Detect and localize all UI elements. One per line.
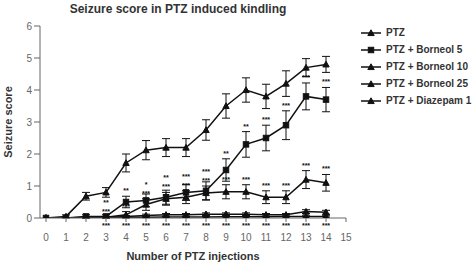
svg-text:5: 5 [26,53,32,64]
svg-text:8: 8 [203,232,209,243]
svg-text:2: 2 [26,149,32,160]
svg-text:***: *** [262,116,270,123]
svg-text:**: ** [123,187,129,194]
html-text:PTZ + Borneol 5: PTZ + Borneol 5 [386,44,463,55]
svg-text:***: *** [182,182,190,189]
svg-text:***: *** [122,203,130,210]
svg-text:***: *** [242,176,250,183]
svg-text:***: *** [202,222,210,229]
svg-text:***: *** [302,162,310,169]
svg-text:15: 15 [340,232,352,243]
svg-text:***: *** [102,222,110,229]
svg-text:13: 13 [300,232,312,243]
svg-text:***: *** [222,176,230,183]
svg-text:7: 7 [183,232,189,243]
svg-text:***: *** [142,190,150,197]
svg-text:***: *** [322,222,330,229]
svg-text:***: *** [182,222,190,229]
svg-text:***: *** [242,222,250,229]
svg-text:11: 11 [261,232,272,243]
svg-text:9: 9 [223,232,229,243]
svg-text:**: ** [223,150,229,157]
svg-text:4: 4 [123,232,129,243]
svg-text:1: 1 [63,232,69,243]
svg-text:***: *** [122,222,130,229]
svg-text:**: ** [103,199,109,206]
svg-text:***: *** [102,208,110,215]
html-text:Seizure score in PTZ induced k: Seizure score in PTZ induced kindling [69,2,287,16]
svg-text:***: *** [322,78,330,85]
svg-text:12: 12 [280,232,292,243]
svg-text:***: *** [302,74,310,81]
svg-text:***: *** [262,182,270,189]
svg-text:10: 10 [240,232,252,243]
svg-text:1: 1 [26,181,32,192]
svg-text:***: *** [142,222,150,229]
svg-text:***: *** [222,222,230,229]
html-text:PTZ + Borneol 25: PTZ + Borneol 25 [386,78,468,89]
svg-text:0: 0 [26,213,32,224]
svg-text:***: *** [322,165,330,172]
svg-text:5: 5 [143,232,149,243]
svg-text:**: ** [243,123,249,130]
svg-text:6: 6 [163,232,169,243]
svg-text:2: 2 [83,232,89,243]
svg-text:***: *** [282,222,290,229]
svg-text:0: 0 [43,232,49,243]
svg-text:**: ** [163,174,169,181]
svg-text:***: *** [282,182,290,189]
svg-text:*: * [145,181,148,188]
svg-text:***: *** [202,168,210,175]
svg-text:***: *** [302,222,310,229]
svg-text:***: *** [282,102,290,109]
svg-text:***: *** [162,183,170,190]
svg-text:***: *** [182,173,190,180]
svg-text:***: *** [202,177,210,184]
svg-text:Seizure score: Seizure score [8,86,14,158]
svg-text:6: 6 [26,21,32,32]
svg-text:3: 3 [103,232,109,243]
svg-text:***: *** [162,222,170,229]
svg-text:3: 3 [26,117,32,128]
html-text:PTZ + Diazepam 1: PTZ + Diazepam 1 [386,95,472,106]
svg-text:***: *** [262,222,270,229]
svg-text:4: 4 [26,85,32,96]
html-text:PTZ + Borneol 10: PTZ + Borneol 10 [386,61,468,72]
svg-text:14: 14 [320,232,332,243]
html-text:PTZ: PTZ [386,27,405,38]
svg-text:Number of PTZ injections: Number of PTZ injections [126,250,259,262]
